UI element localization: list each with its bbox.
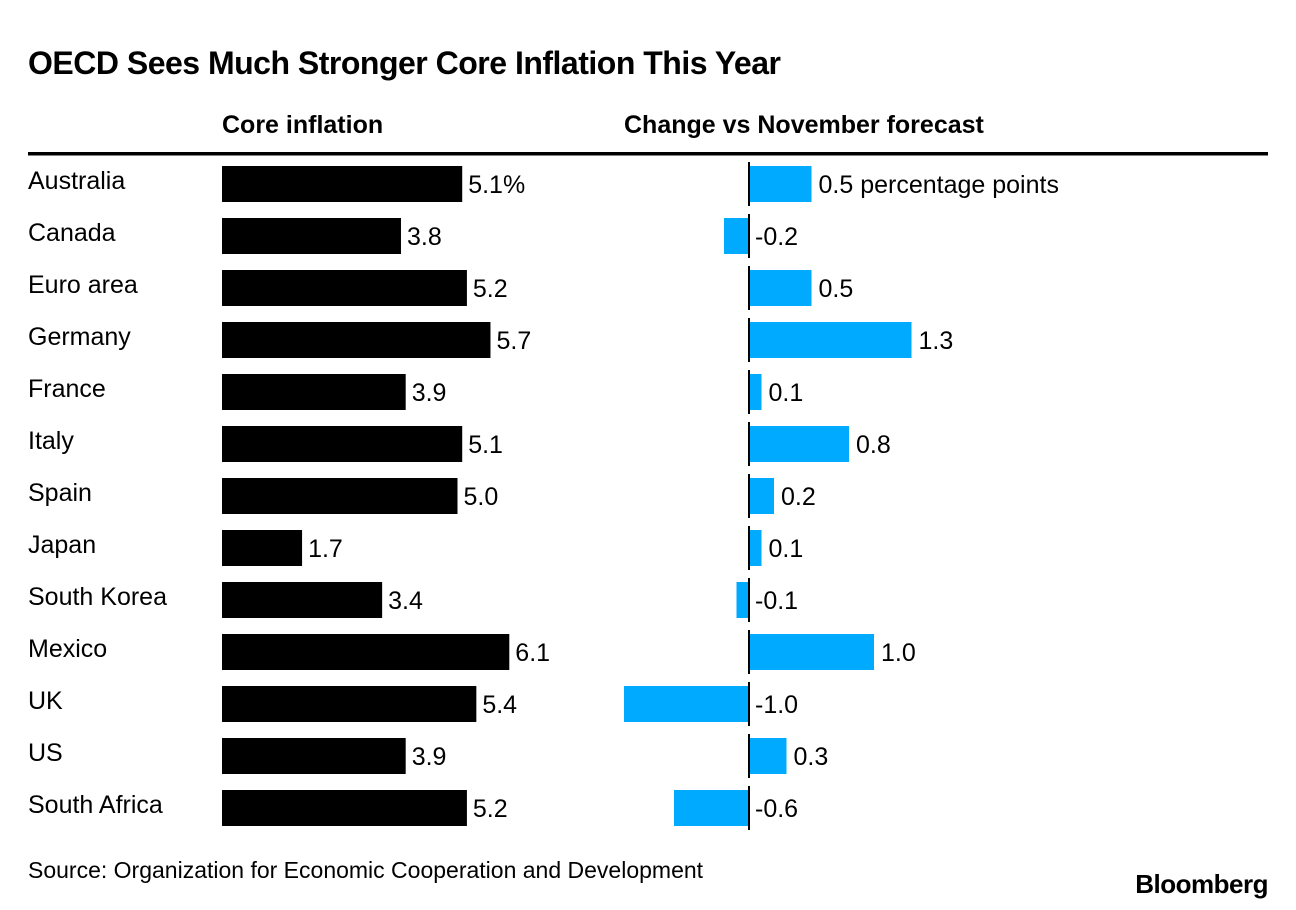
change-value-label: 0.2: [781, 483, 816, 511]
zero-line: [748, 734, 750, 778]
core-inflation-value-label: 3.9: [412, 379, 447, 407]
category-label: Japan: [28, 531, 96, 559]
core-inflation-value-label: 3.8: [407, 223, 442, 251]
panel-title-core-inflation: Core inflation: [222, 111, 383, 139]
core-inflation-bar: [222, 686, 477, 722]
change-value-label: 0.5: [819, 275, 854, 303]
change-bar: [724, 218, 749, 254]
core-inflation-value-label: 5.1: [468, 431, 503, 459]
core-inflation-bar: [222, 582, 383, 618]
header-rule: [28, 152, 1268, 156]
category-label: France: [28, 375, 106, 403]
zero-line: [748, 630, 750, 674]
core-inflation-value-label: 3.4: [388, 587, 423, 615]
change-bar: [749, 426, 849, 462]
core-inflation-bar: [222, 478, 458, 514]
core-inflation-value-label: 5.1%: [468, 171, 525, 199]
core-inflation-bar: [222, 374, 406, 410]
category-label: Australia: [28, 167, 125, 195]
change-value-label: -0.2: [755, 223, 798, 251]
change-bar: [749, 374, 762, 410]
core-inflation-bar: [222, 426, 463, 462]
category-label: Euro area: [28, 271, 138, 299]
change-value-label: 0.1: [769, 535, 804, 563]
change-bar: [749, 738, 787, 774]
core-inflation-value-label: 5.0: [464, 483, 499, 511]
core-inflation-value-label: 5.2: [473, 795, 508, 823]
change-value-label: 0.5 percentage points: [819, 171, 1059, 199]
change-value-label: 1.0: [881, 639, 916, 667]
zero-line: [748, 786, 750, 830]
category-label: Germany: [28, 323, 131, 351]
change-bar: [749, 478, 774, 514]
core-inflation-value-label: 5.2: [473, 275, 508, 303]
chart-rows: Australia 5.1% 0.5 percentage points Canada…: [28, 162, 1059, 830]
category-label: Canada: [28, 219, 116, 247]
change-value-label: -0.1: [755, 587, 798, 615]
core-inflation-bar: [222, 218, 401, 254]
core-inflation-bar: [222, 530, 303, 566]
category-label: Spain: [28, 479, 92, 507]
change-bar: [749, 270, 812, 306]
change-bar: [749, 634, 874, 670]
source-note: Source: Organization for Economic Cooper…: [28, 857, 704, 883]
core-inflation-value-label: 1.7: [308, 535, 343, 563]
change-value-label: 0.3: [794, 743, 829, 771]
core-inflation-value-label: 3.9: [412, 743, 447, 771]
change-bar: [624, 686, 749, 722]
change-value-label: 0.8: [856, 431, 891, 459]
change-value-label: 0.1: [769, 379, 804, 407]
change-value-label: -0.6: [755, 795, 798, 823]
chart-title: OECD Sees Much Stronger Core Inflation T…: [28, 45, 781, 81]
change-bar: [749, 322, 912, 358]
core-inflation-bar: [222, 270, 467, 306]
zero-line: [748, 474, 750, 518]
category-label: UK: [28, 687, 63, 715]
change-bar: [736, 582, 749, 618]
change-bar: [749, 530, 762, 566]
zero-line: [748, 162, 750, 206]
core-inflation-value-label: 5.7: [496, 327, 531, 355]
core-inflation-bar: [222, 738, 406, 774]
zero-line: [748, 318, 750, 362]
core-inflation-bar: [222, 790, 467, 826]
zero-line: [748, 266, 750, 310]
change-value-label: 1.3: [919, 327, 954, 355]
core-inflation-bar: [222, 634, 510, 670]
change-value-label: -1.0: [755, 691, 798, 719]
core-inflation-value-label: 5.4: [482, 691, 517, 719]
category-label: US: [28, 739, 63, 767]
category-label: Italy: [28, 427, 74, 455]
bloomberg-logo: Bloomberg: [1135, 869, 1268, 899]
core-inflation-value-label: 6.1: [515, 639, 550, 667]
zero-line: [748, 370, 750, 414]
zero-line: [748, 214, 750, 258]
category-label: South Africa: [28, 791, 163, 819]
zero-line: [748, 682, 750, 726]
zero-line: [748, 578, 750, 622]
panel-title-change: Change vs November forecast: [624, 111, 985, 139]
zero-line: [748, 526, 750, 570]
category-label: Mexico: [28, 635, 107, 663]
zero-line: [748, 422, 750, 466]
change-bar: [674, 790, 749, 826]
core-inflation-bar: [222, 322, 491, 358]
category-label: South Korea: [28, 583, 167, 611]
core-inflation-bar: [222, 166, 463, 202]
change-bar: [749, 166, 812, 202]
